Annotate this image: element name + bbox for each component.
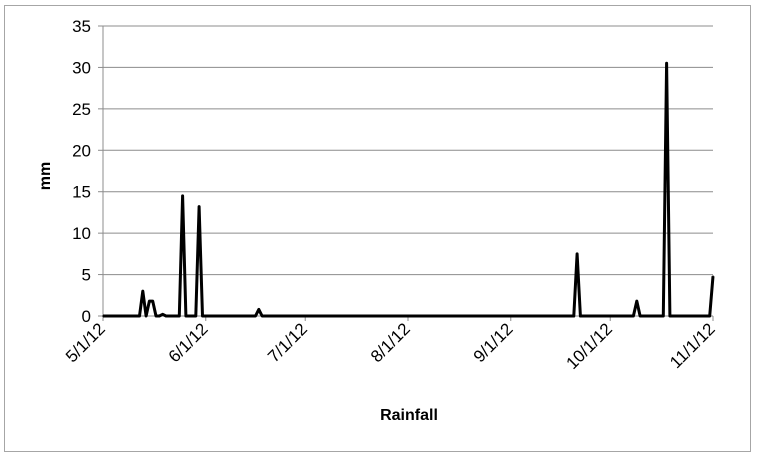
data-point (573, 315, 575, 317)
data-point (662, 315, 665, 317)
data-point (178, 315, 181, 317)
data-point (158, 315, 161, 317)
data-point (138, 315, 141, 317)
y-tick-label: 30 (72, 58, 91, 77)
x-tick-label: 10/1/12 (563, 319, 617, 373)
chart-area (4, 5, 751, 452)
y-tick-label: 35 (72, 17, 91, 36)
x-tick-label: 11/1/12 (666, 319, 719, 372)
x-tick-labels: 5/1/12 6/1/12 7/1/12 8/1/12 9/1/12 10/1/12 11/… (62, 319, 719, 373)
data-point (579, 315, 582, 317)
data-point (639, 315, 641, 317)
data-point (254, 315, 257, 317)
x-tick-label: 9/1/12 (470, 319, 517, 366)
series (102, 61, 715, 318)
data-point (161, 313, 164, 316)
y-tick-label: 10 (72, 224, 91, 243)
data-point (102, 315, 104, 317)
y-axis-title: mm (37, 162, 54, 190)
x-tick-label: 8/1/12 (367, 319, 414, 366)
y-tick-label: 5 (82, 266, 91, 285)
series-line (103, 61, 715, 318)
data-point (632, 315, 635, 317)
y-tick-label: 25 (72, 100, 91, 119)
data-point (168, 315, 171, 317)
data-point (665, 62, 668, 65)
y-tick-labels: 0 5 10 15 20 25 30 35 (72, 17, 91, 326)
data-point (195, 315, 197, 317)
data-point (185, 315, 187, 317)
y-tick-label: 20 (72, 141, 91, 160)
data-point (201, 315, 204, 317)
data-point (576, 253, 578, 255)
data-point (142, 290, 144, 292)
data-point (258, 308, 260, 311)
data-point (198, 205, 200, 208)
data-point (181, 195, 184, 197)
axes (102, 26, 714, 321)
data-point (712, 275, 714, 278)
data-point (145, 315, 147, 317)
data-point (669, 315, 671, 317)
x-axis-title: Rainfall (380, 407, 438, 424)
data-point (148, 300, 151, 302)
x-tick-label: 7/1/12 (264, 319, 311, 366)
y-tick-label: 0 (82, 307, 91, 326)
y-tick-label: 15 (72, 183, 91, 202)
data-point (636, 300, 638, 302)
data-point (205, 315, 207, 317)
x-tick-label: 6/1/12 (165, 319, 212, 366)
data-point (155, 315, 157, 317)
data-point (261, 315, 263, 317)
gridlines (98, 25, 713, 317)
data-point (208, 315, 210, 317)
data-point (708, 315, 711, 317)
x-tick-label: 5/1/12 (62, 319, 109, 366)
data-point (165, 315, 167, 317)
data-point (151, 300, 154, 302)
